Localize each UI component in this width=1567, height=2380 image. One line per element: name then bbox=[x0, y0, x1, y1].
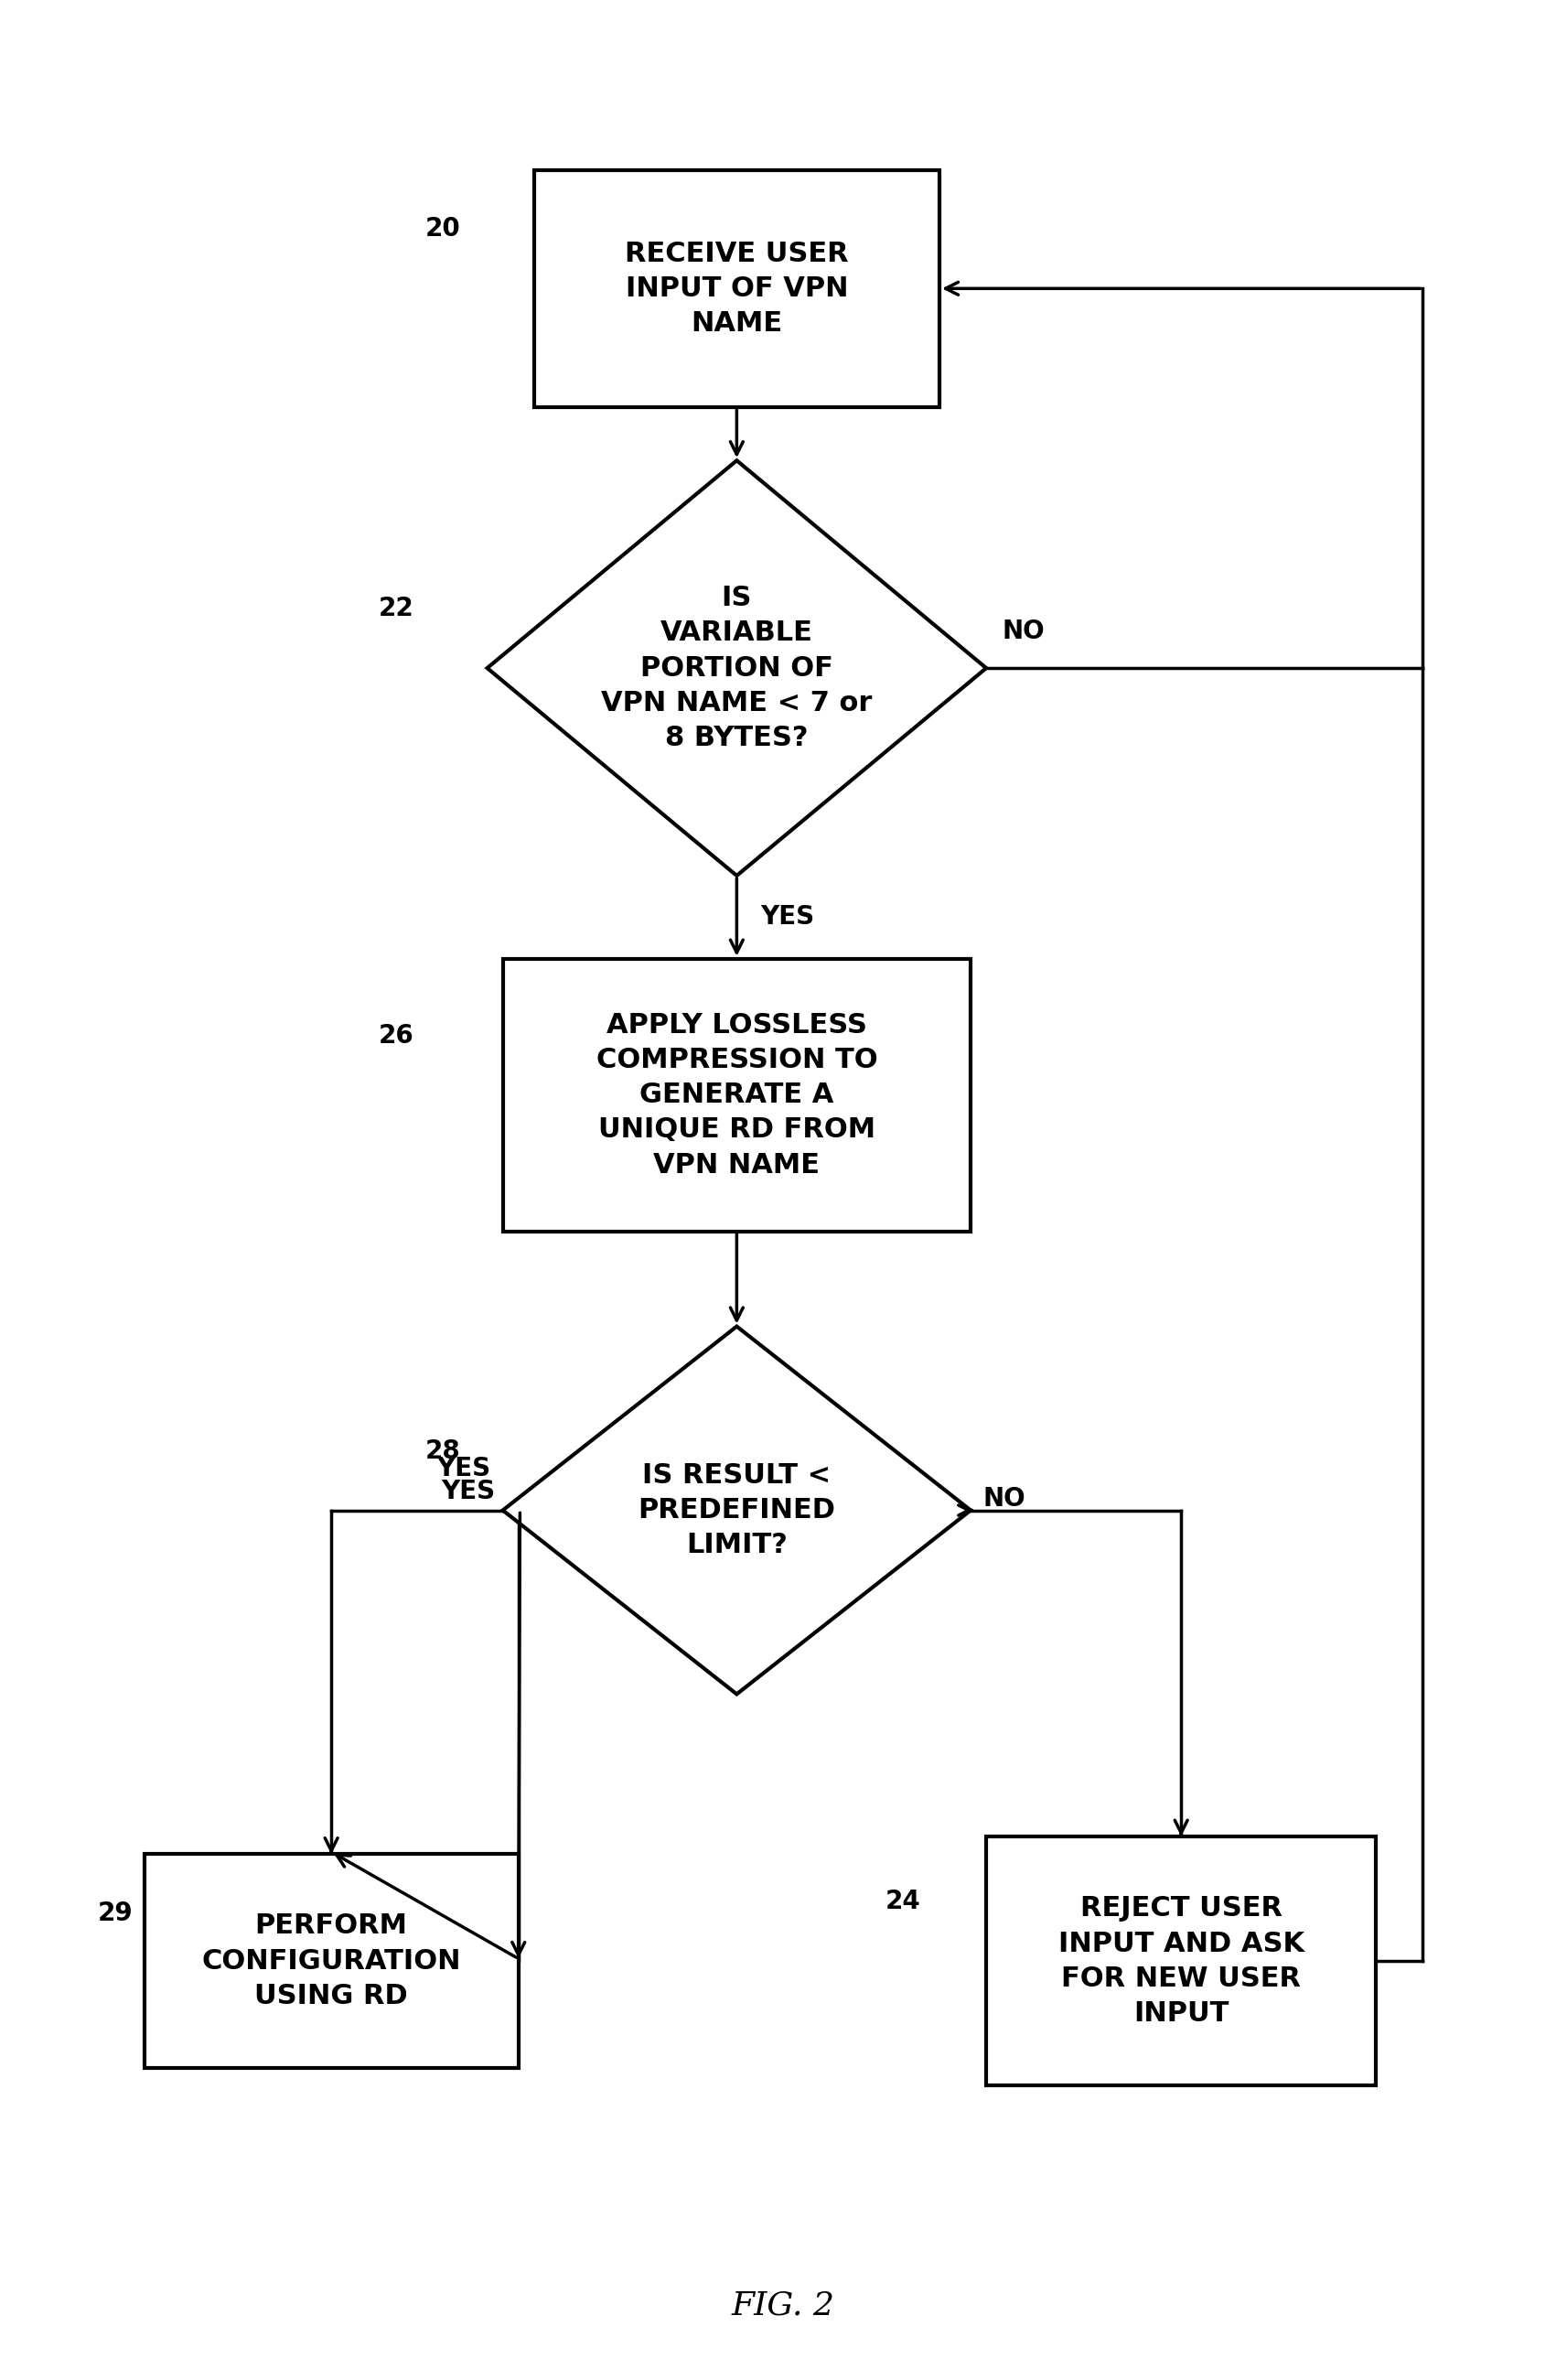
Polygon shape bbox=[503, 1326, 970, 1695]
Text: 28: 28 bbox=[425, 1438, 461, 1464]
Text: APPLY LOSSLESS
COMPRESSION TO
GENERATE A
UNIQUE RD FROM
VPN NAME: APPLY LOSSLESS COMPRESSION TO GENERATE A… bbox=[595, 1011, 878, 1178]
Text: IS RESULT <
PREDEFINED
LIMIT?: IS RESULT < PREDEFINED LIMIT? bbox=[638, 1461, 835, 1559]
Text: 22: 22 bbox=[378, 595, 414, 621]
Text: YES: YES bbox=[440, 1478, 495, 1504]
Text: 26: 26 bbox=[378, 1023, 414, 1050]
Text: NO: NO bbox=[1001, 619, 1045, 645]
Text: RECEIVE USER
INPUT OF VPN
NAME: RECEIVE USER INPUT OF VPN NAME bbox=[625, 240, 849, 336]
FancyBboxPatch shape bbox=[503, 959, 970, 1230]
Text: PERFORM
CONFIGURATION
USING RD: PERFORM CONFIGURATION USING RD bbox=[202, 1914, 461, 2009]
Text: YES: YES bbox=[760, 904, 815, 931]
FancyBboxPatch shape bbox=[986, 1837, 1376, 2085]
Polygon shape bbox=[487, 459, 986, 876]
Text: IS
VARIABLE
PORTION OF
VPN NAME < 7 or
8 BYTES?: IS VARIABLE PORTION OF VPN NAME < 7 or 8… bbox=[602, 585, 873, 752]
Text: 20: 20 bbox=[425, 217, 461, 243]
Text: FIG. 2: FIG. 2 bbox=[732, 2290, 835, 2320]
Text: REJECT USER
INPUT AND ASK
FOR NEW USER
INPUT: REJECT USER INPUT AND ASK FOR NEW USER I… bbox=[1058, 1894, 1304, 2028]
FancyBboxPatch shape bbox=[534, 169, 940, 407]
Text: NO: NO bbox=[983, 1485, 1026, 1511]
Text: YES: YES bbox=[436, 1457, 490, 1483]
Text: 29: 29 bbox=[97, 1902, 133, 1925]
FancyBboxPatch shape bbox=[144, 1854, 519, 2068]
Text: 24: 24 bbox=[885, 1890, 920, 1914]
